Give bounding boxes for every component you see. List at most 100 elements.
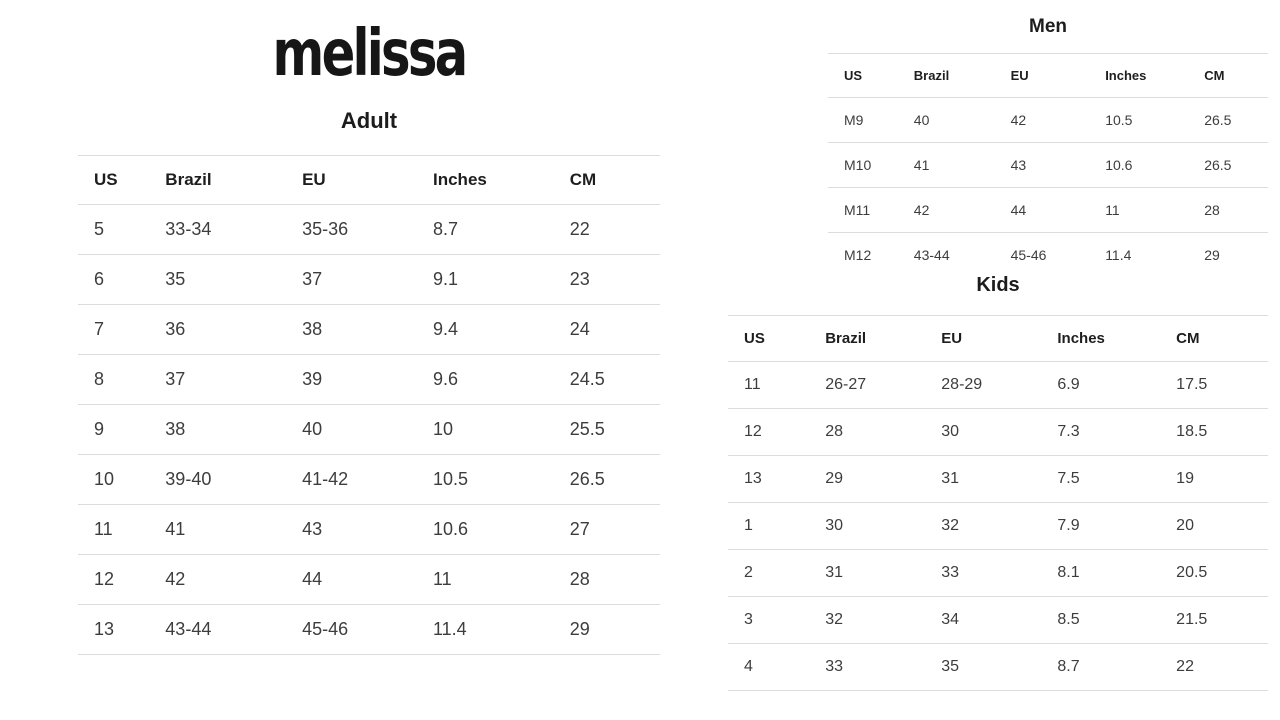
table-cell: 26.5 [569, 469, 605, 489]
table-cell: 13 [744, 470, 762, 487]
table-cell: 7.3 [1057, 423, 1080, 440]
table-cell: 40 [913, 112, 930, 128]
table-cell: 26.5 [1204, 157, 1232, 173]
table-cell: 43 [302, 519, 323, 539]
table-cell: 11.4 [1105, 247, 1132, 263]
column-header: Inches [1105, 68, 1147, 83]
table-cell: 10 [433, 419, 454, 439]
table-cell: 4 [744, 658, 753, 675]
table-cell: 2 [744, 564, 753, 581]
table-row: 6 35 37 9.1 23 [78, 255, 660, 305]
kids-section-title: Kids [976, 274, 1020, 296]
melissa-logo: melissa [272, 16, 469, 91]
table-cell: 30 [941, 423, 960, 440]
column-header: EU [941, 330, 963, 347]
table-cell: 25.5 [569, 419, 605, 439]
table-cell: 29 [825, 470, 843, 487]
table-cell: 10.5 [433, 469, 469, 489]
table-cell: 34 [941, 611, 960, 628]
table-cell: 9.1 [433, 269, 459, 289]
table-cell: 21.5 [1176, 611, 1208, 628]
table-cell: 13 [94, 619, 115, 639]
table-cell: 12 [94, 569, 115, 589]
table-cell: 38 [165, 419, 186, 439]
table-row: 11 26-27 28-29 6.9 17.5 [728, 362, 1268, 409]
table-cell: 43-44 [913, 247, 950, 263]
table-cell: 22 [569, 219, 590, 239]
table-cell: 19 [1176, 470, 1194, 487]
table-cell: 44 [1010, 202, 1027, 218]
table-cell: 37 [302, 269, 323, 289]
table-row: 1 30 32 7.9 20 [728, 503, 1268, 550]
men-section-title: Men [1029, 16, 1067, 37]
table-cell: 42 [165, 569, 186, 589]
column-header: Brazil [165, 170, 212, 189]
table-cell: 17.5 [1176, 376, 1208, 393]
column-header: EU [1010, 68, 1029, 83]
table-row: 4 33 35 8.7 22 [728, 644, 1268, 691]
table-cell: 39-40 [165, 469, 212, 489]
table-cell: 20 [1176, 517, 1194, 534]
table-cell: 28-29 [941, 376, 983, 393]
table-cell: 39 [302, 369, 323, 389]
table-cell: 7.9 [1057, 517, 1080, 534]
table-cell: 35-36 [302, 219, 349, 239]
men-size-table: US Brazil EU Inches CM M9 40 42 10.5 26.5 M10 41 43… [828, 53, 1268, 277]
table-cell: 7.5 [1057, 470, 1080, 487]
table-row: 9 38 40 10 25.5 [78, 405, 660, 455]
table-row: 11 41 43 10.6 27 [78, 505, 660, 555]
table-cell: 3 [744, 611, 753, 628]
table-cell: 41 [913, 157, 930, 173]
table-cell: 43 [1010, 157, 1027, 173]
table-row: 12 42 44 11 28 [78, 555, 660, 605]
column-header: EU [302, 170, 326, 189]
table-cell: 42 [1010, 112, 1027, 128]
column-header: CM [569, 170, 597, 189]
table-cell: 35 [165, 269, 186, 289]
table-cell: 9 [94, 419, 105, 439]
table-cell: 37 [165, 369, 186, 389]
kids-header-row: US Brazil EU Inches CM [728, 315, 1268, 362]
table-cell: 26-27 [825, 376, 867, 393]
column-header: Inches [433, 170, 487, 189]
table-cell: 10.5 [1105, 112, 1133, 128]
table-cell: 20.5 [1176, 564, 1208, 581]
table-cell: 32 [825, 611, 843, 628]
table-cell: 36 [165, 319, 186, 339]
table-row: M12 43-44 45-46 11.4 29 [828, 233, 1268, 278]
adult-section-title: Adult [340, 108, 398, 133]
column-header: US [94, 170, 118, 189]
table-cell: 33 [941, 564, 960, 581]
table-cell: 28 [825, 423, 843, 440]
table-cell: 8.7 [1057, 658, 1080, 675]
table-cell: 10.6 [1105, 157, 1133, 173]
table-cell: 33-34 [165, 219, 212, 239]
table-cell: 12 [744, 423, 762, 440]
table-cell: M10 [844, 157, 872, 173]
table-cell: 18.5 [1176, 423, 1208, 440]
column-header: CM [1204, 68, 1225, 83]
table-row: 7 36 38 9.4 24 [78, 305, 660, 355]
column-header: Inches [1057, 330, 1105, 347]
table-row: 8 37 39 9.6 24.5 [78, 355, 660, 405]
table-cell: 24 [569, 319, 590, 339]
table-row: 10 39-40 41-42 10.5 26.5 [78, 455, 660, 505]
men-header-row: US Brazil EU Inches CM [828, 53, 1268, 98]
table-row: 13 43-44 45-46 11.4 29 [78, 605, 660, 655]
table-cell: 27 [569, 519, 590, 539]
column-header: CM [1176, 330, 1200, 347]
table-cell: 33 [825, 658, 843, 675]
table-cell: 28 [1204, 202, 1220, 218]
table-cell: 11 [94, 519, 113, 539]
table-cell: 9.6 [433, 369, 459, 389]
table-row: M11 42 44 11 28 [828, 188, 1268, 233]
column-header: Brazil [825, 330, 867, 347]
table-cell: 23 [569, 269, 590, 289]
table-cell: 31 [825, 564, 843, 581]
table-row: 2 31 33 8.1 20.5 [728, 550, 1268, 597]
table-cell: 11 [1105, 202, 1120, 218]
table-cell: 41 [165, 519, 186, 539]
column-header: US [844, 68, 863, 83]
table-cell: 8.5 [1057, 611, 1080, 628]
kids-size-table: US Brazil EU Inches CM 11 26-27 28-29 6.9 17.5 12… [728, 315, 1268, 691]
